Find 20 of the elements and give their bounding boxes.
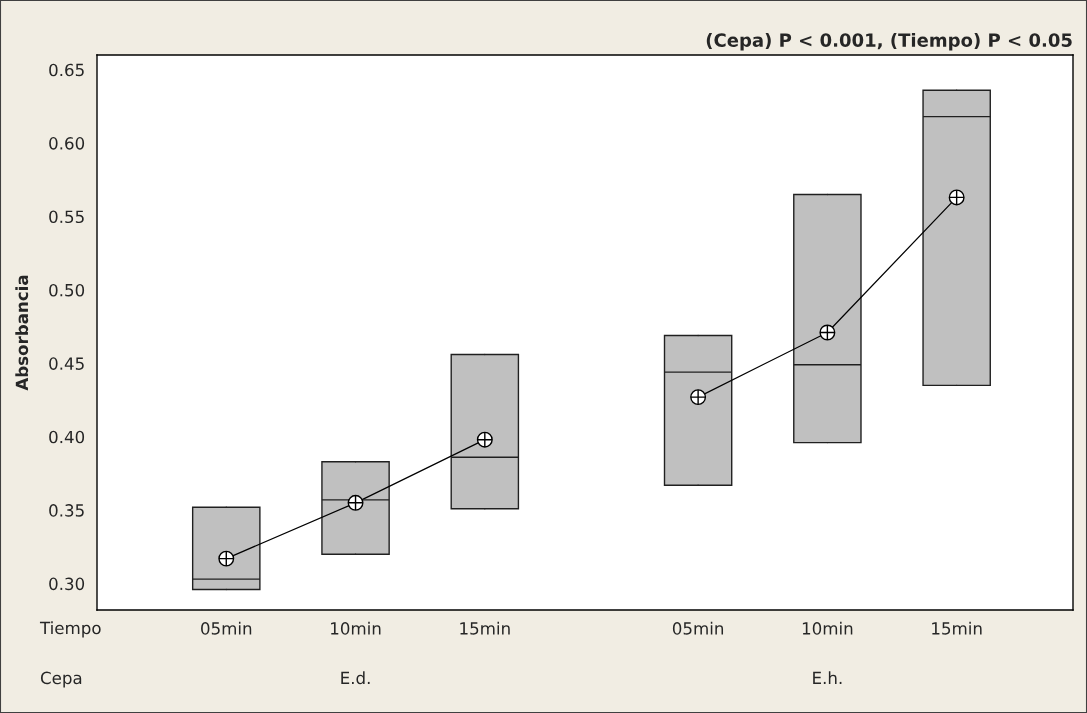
y-tick-label: 0.40 [49, 430, 85, 444]
y-tick-label: 0.35 [49, 504, 84, 517]
x-tick-label: 15min [460, 621, 510, 635]
text: Tiempo [39, 621, 101, 638]
text: E.h. [813, 671, 842, 684]
chart-title: (Cepa) P < 0.001, (Tiempo) P < 0.05 [706, 32, 1072, 51]
x-tick-label: 10min [331, 621, 381, 635]
y-tick-label: 0.55 [49, 210, 84, 224]
y-tick-label: 0.60 [49, 137, 85, 150]
y-tick-label: 0.45 [49, 357, 84, 370]
text: Cepa [40, 671, 82, 688]
y-tick-label: 0.65 [49, 63, 84, 77]
x-tick-label: 10min [802, 621, 853, 635]
y-tick-label: 0.30 [49, 577, 85, 591]
x-tick-label: 05min [672, 621, 724, 635]
x-tick-label: 15min [932, 621, 982, 635]
x-tick-label: 05min [201, 621, 252, 635]
text: E.d. [341, 671, 370, 685]
y-tick-label: 0.50 [49, 283, 85, 297]
y-axis-title: Absorbancia [15, 275, 29, 391]
